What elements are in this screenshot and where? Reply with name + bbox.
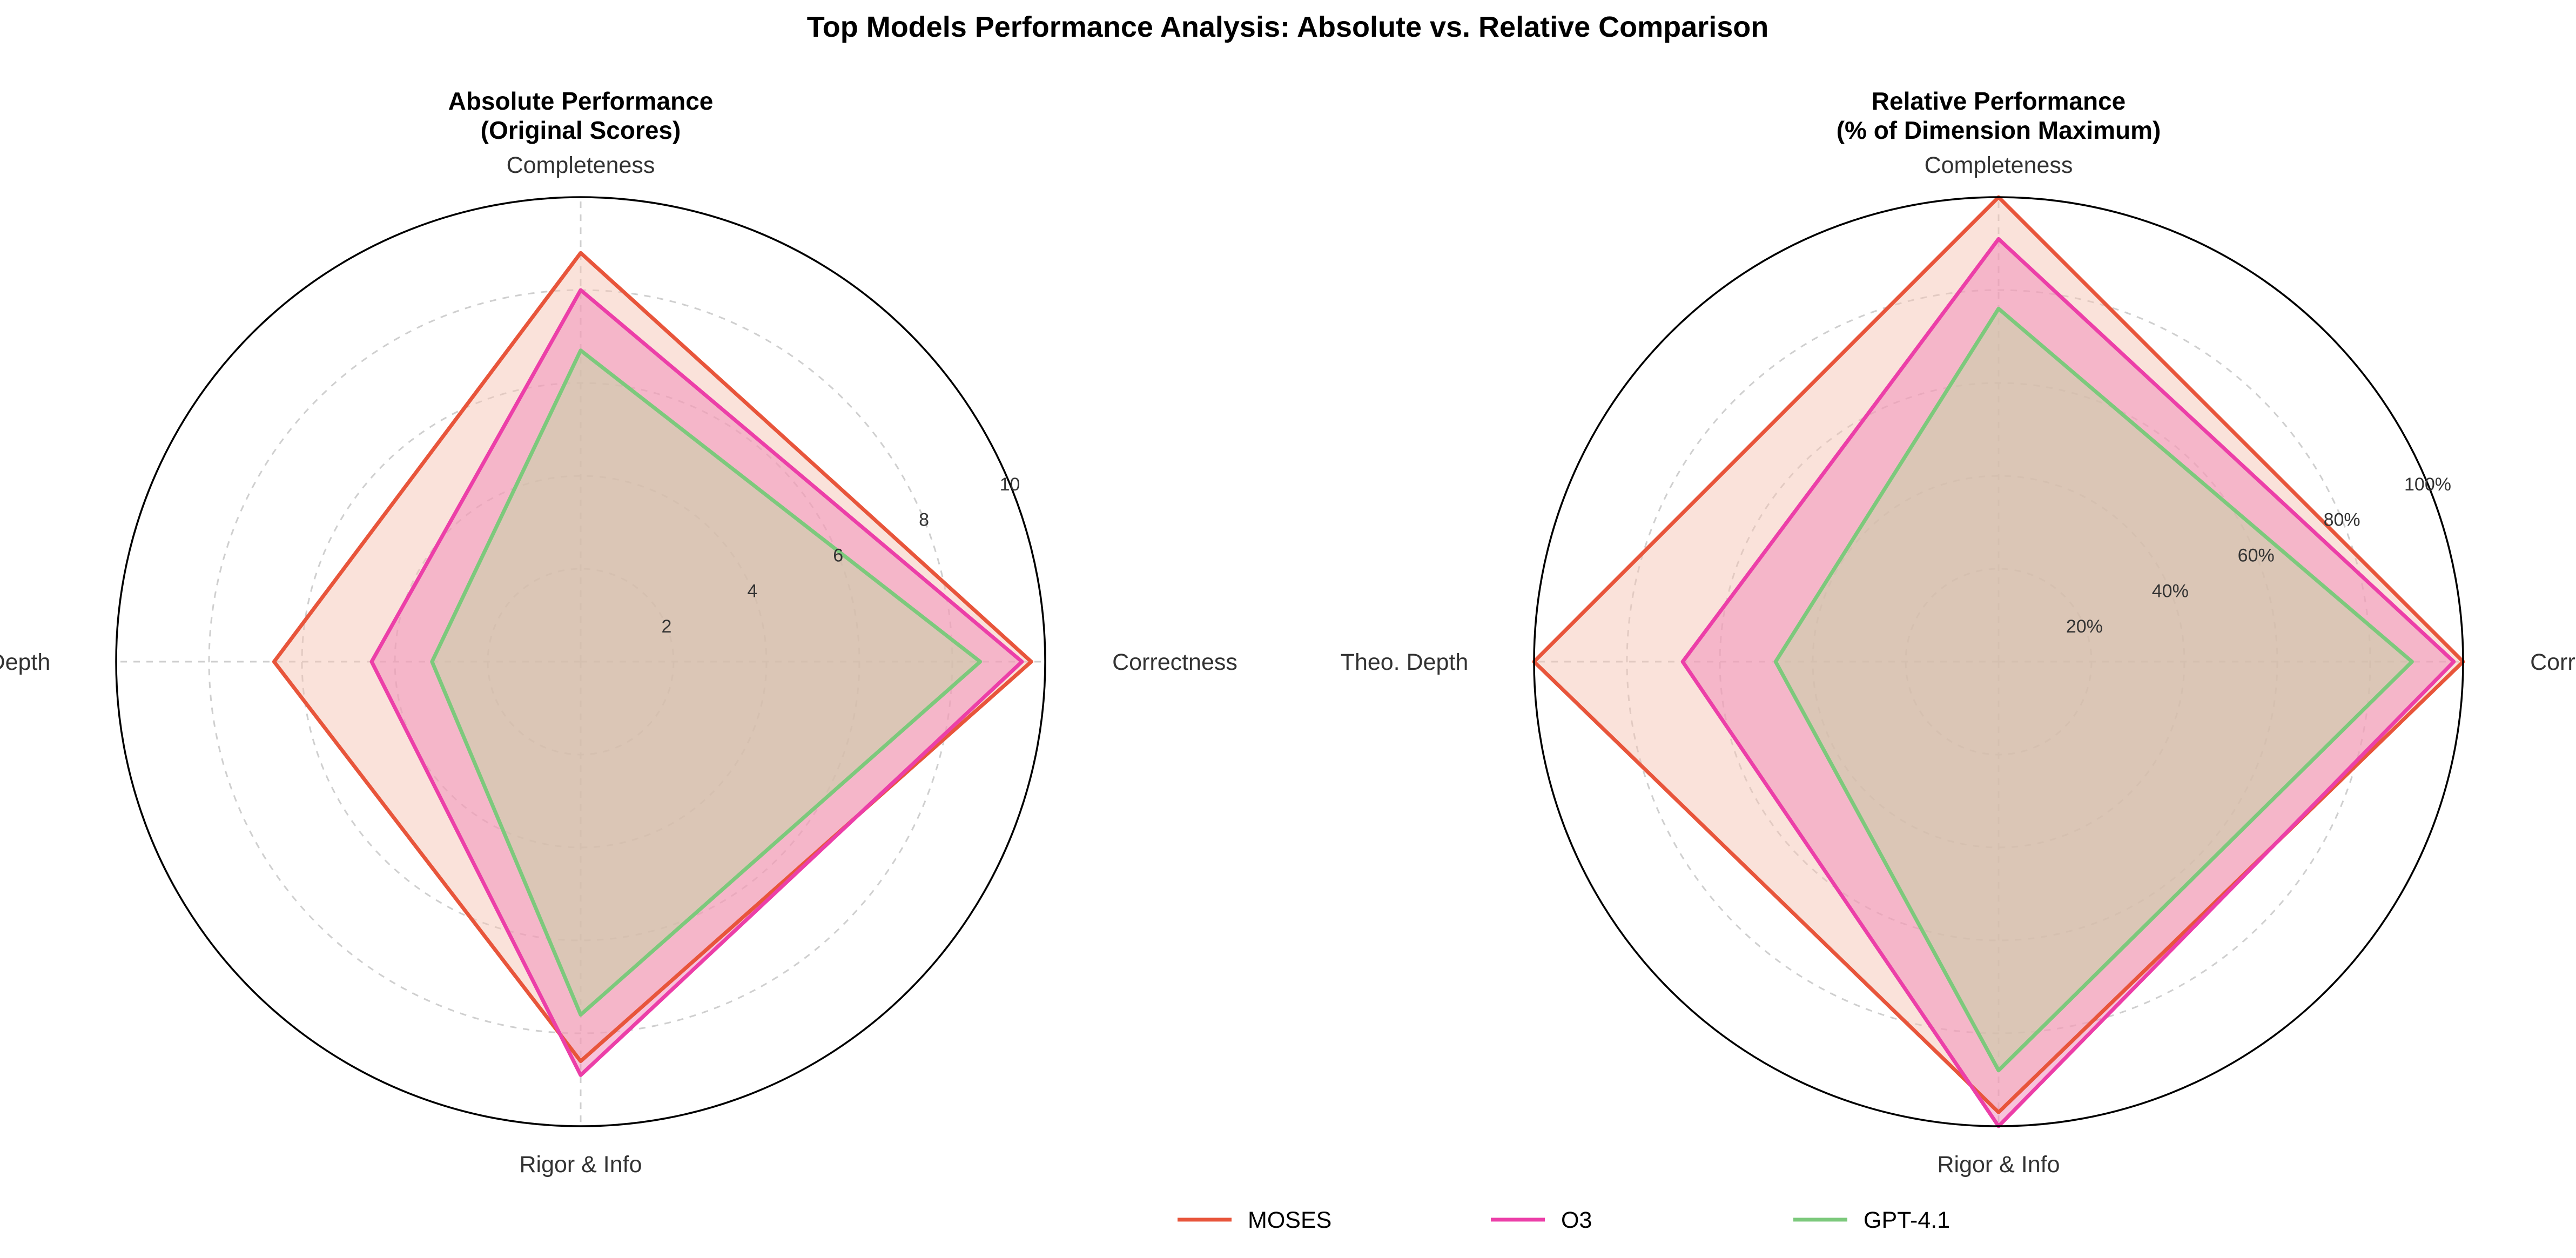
legend: MOSES O3 GPT-4.1 xyxy=(1178,1207,1950,1233)
figure-title: Top Models Performance Analysis: Absolut… xyxy=(807,11,1768,43)
series-line-moses xyxy=(272,251,1033,1064)
legend-label-o3: O3 xyxy=(1561,1207,1592,1233)
r-tick-label: 100% xyxy=(2404,474,2451,495)
polar-frame xyxy=(1533,196,2464,1127)
r-tick-label: 40% xyxy=(2152,581,2189,601)
r-tick-label: 6 xyxy=(833,546,843,566)
r-tick-label: 80% xyxy=(2324,510,2360,530)
r-tick-label: 10 xyxy=(1000,474,1020,495)
axis-label-completeness: Completeness xyxy=(507,152,655,178)
axis-label-correctness: Correctness xyxy=(1112,649,1237,675)
r-tick-label: 4 xyxy=(747,581,757,601)
series-line-gpt-4-1 xyxy=(1773,306,2414,1073)
axis-label-rigor-info: Rigor & Info xyxy=(519,1152,642,1178)
axis-label-completeness: Completeness xyxy=(1925,152,2073,178)
series-fill-gpt-4-1 xyxy=(432,350,980,1015)
axis-label-theo-depth: Theo. Depth xyxy=(1341,649,1469,675)
series-line-o3 xyxy=(1680,237,2456,1128)
r-tick-label: 8 xyxy=(919,510,929,530)
radar-panel-absolute: Absolute Performance (Original Scores) 2… xyxy=(0,87,1237,1178)
panel-title-line2: (% of Dimension Maximum) xyxy=(1837,116,2161,144)
r-tick-label: 2 xyxy=(661,616,671,637)
panel-title-line1: Absolute Performance xyxy=(448,87,714,115)
series-line-gpt-4-1 xyxy=(430,348,983,1017)
axis-label-theo-depth: Theo. Depth xyxy=(0,649,50,675)
series-fill-gpt-4-1 xyxy=(1775,308,2412,1071)
axis-label-rigor-info: Rigor & Info xyxy=(1937,1152,2060,1178)
radar-panel-relative: Relative Performance (% of Dimension Max… xyxy=(1341,87,2576,1178)
axis-label-correctness: Correctness xyxy=(2530,649,2576,675)
legend-label-gpt-4-1: GPT-4.1 xyxy=(1864,1207,1950,1233)
panel-title-line2: (Original Scores) xyxy=(481,116,681,144)
legend-label-moses: MOSES xyxy=(1248,1207,1331,1233)
panel-title-line1: Relative Performance xyxy=(1872,87,2126,115)
r-tick-label: 20% xyxy=(2066,616,2103,637)
r-tick-label: 60% xyxy=(2238,546,2275,566)
series-line-o3 xyxy=(369,288,1024,1077)
polar-frame xyxy=(115,196,1046,1127)
